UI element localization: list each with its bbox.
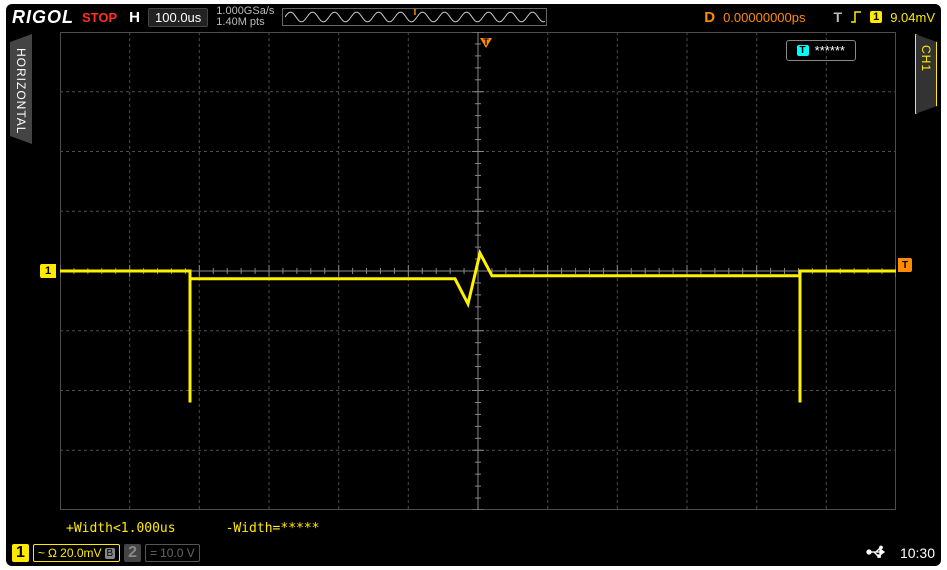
- ch2-settings[interactable]: = 10.0 V: [145, 544, 200, 562]
- measurement-readout: +Width<1.000us -Width=*****: [66, 521, 320, 536]
- ch1-side-tab[interactable]: CH1: [915, 34, 937, 114]
- clock-time: 10:30: [900, 545, 935, 561]
- trigger-info-box[interactable]: T ******: [786, 40, 856, 61]
- ch1-number-badge[interactable]: 1: [12, 544, 29, 562]
- ch1-coupling-icon: ~: [38, 546, 45, 560]
- sample-info: 1.000GSa/s 1.40M pts: [216, 6, 274, 28]
- horizontal-side-tab[interactable]: HORIZONTAL: [10, 34, 32, 144]
- info-box-text: ******: [815, 43, 845, 58]
- svg-text:T: T: [483, 37, 489, 47]
- ch2-scale: 10.0 V: [160, 546, 195, 560]
- rising-edge-icon: [850, 10, 862, 24]
- horizontal-letter: H: [129, 9, 140, 26]
- top-bar: RIGOL STOP H 100.0us 1.000GSa/s 1.40M pt…: [6, 4, 941, 30]
- delay-letter: D: [704, 9, 715, 26]
- trigger-level-value[interactable]: 9.04mV: [890, 10, 935, 25]
- waveform-overview[interactable]: T: [282, 8, 547, 26]
- ch1-settings[interactable]: ~ Ω 20.0mV B: [33, 544, 120, 562]
- trigger-letter: T: [834, 9, 843, 25]
- horizontal-tab-label: HORIZONTAL: [14, 48, 28, 134]
- ch1-scale: 20.0mV: [60, 546, 101, 560]
- waveform-grid[interactable]: 1 T T T ******: [60, 32, 896, 510]
- overview-trigger-marker: T: [412, 8, 418, 18]
- memory-depth: 1.40M pts: [216, 17, 274, 28]
- delay-value[interactable]: 0.00000000ps: [723, 10, 805, 25]
- ch1-bw-icon: B: [105, 548, 116, 559]
- run-state[interactable]: STOP: [82, 10, 117, 25]
- trigger-level-marker[interactable]: T: [898, 258, 912, 272]
- minus-width-meas: -Width=*****: [226, 521, 320, 536]
- oscilloscope-screen: RIGOL STOP H 100.0us 1.000GSa/s 1.40M pt…: [6, 4, 941, 566]
- trigger-channel-badge[interactable]: 1: [870, 11, 882, 23]
- brand-logo: RIGOL: [12, 7, 74, 28]
- bottom-bar: 1 ~ Ω 20.0mV B 2 = 10.0 V 10:30: [8, 542, 939, 564]
- ch2-coupling-icon: =: [150, 546, 157, 560]
- ch1-zero-marker[interactable]: 1: [40, 264, 56, 278]
- usb-icon: [866, 545, 886, 562]
- ch1-tab-label: CH1: [919, 45, 933, 72]
- ch2-number-badge[interactable]: 2: [124, 544, 141, 562]
- plus-width-meas: +Width<1.000us: [66, 521, 176, 536]
- timebase-value[interactable]: 100.0us: [148, 8, 208, 27]
- ch1-impedance-icon: Ω: [48, 546, 57, 560]
- trace-svg: [60, 32, 896, 510]
- info-box-icon: T: [797, 45, 809, 56]
